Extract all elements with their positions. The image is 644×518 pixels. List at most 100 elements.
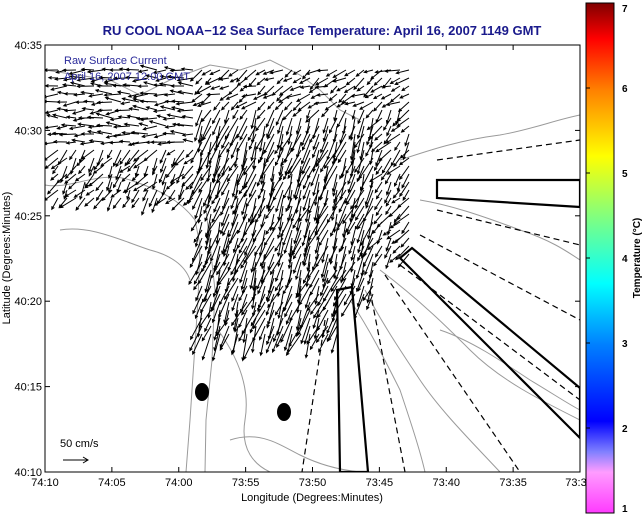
current-vector bbox=[401, 173, 410, 189]
x-tick-label: 74:10 bbox=[31, 477, 59, 489]
current-vector bbox=[347, 173, 356, 194]
current-vector bbox=[402, 189, 410, 201]
current-vector bbox=[280, 317, 293, 344]
current-vector bbox=[80, 90, 95, 95]
current-vector bbox=[128, 107, 140, 111]
current-vector bbox=[329, 237, 338, 265]
current-vector bbox=[385, 133, 401, 144]
current-vector bbox=[310, 165, 320, 187]
current-vector bbox=[74, 173, 86, 182]
current-vector bbox=[198, 173, 212, 193]
current-vector bbox=[285, 197, 293, 213]
current-vector bbox=[298, 77, 311, 84]
current-vector bbox=[174, 157, 185, 166]
current-vector bbox=[374, 133, 383, 141]
current-vector bbox=[63, 108, 77, 113]
current-vector bbox=[295, 261, 302, 281]
current-vector bbox=[355, 205, 365, 221]
current-vector bbox=[273, 317, 284, 343]
station-dot bbox=[277, 403, 291, 421]
current-vector bbox=[245, 189, 257, 208]
current-vector bbox=[282, 77, 293, 82]
y-tick-label: 40:35 bbox=[14, 40, 42, 52]
current-vector bbox=[301, 125, 311, 147]
current-vector bbox=[384, 245, 392, 259]
current-vector bbox=[313, 101, 329, 106]
radial-line bbox=[301, 319, 326, 472]
current-vector bbox=[384, 69, 401, 73]
current-vector bbox=[79, 181, 86, 201]
current-vector bbox=[332, 77, 347, 83]
current-vector bbox=[152, 165, 158, 176]
current-vector bbox=[399, 181, 410, 198]
current-vector bbox=[205, 77, 221, 85]
current-vector bbox=[386, 165, 401, 175]
current-vector bbox=[45, 83, 59, 88]
current-vector bbox=[161, 173, 167, 186]
current-vector bbox=[320, 133, 329, 154]
current-vector bbox=[302, 173, 311, 190]
current-vector bbox=[86, 129, 104, 135]
annotation-raw-current: Raw Surface Current bbox=[64, 55, 167, 67]
current-vector bbox=[139, 99, 158, 104]
current-vector bbox=[155, 77, 167, 82]
current-vector bbox=[302, 181, 311, 200]
current-vector bbox=[65, 115, 77, 120]
x-tick-label: 73:50 bbox=[299, 477, 327, 489]
current-vector bbox=[132, 104, 149, 111]
current-vector bbox=[258, 293, 266, 309]
current-vector bbox=[145, 74, 158, 79]
current-vector bbox=[356, 205, 374, 230]
current-vector bbox=[290, 197, 302, 223]
current-vector bbox=[392, 117, 401, 127]
current-vector bbox=[265, 109, 275, 128]
current-vector bbox=[312, 133, 320, 151]
current-vector bbox=[50, 85, 68, 91]
current-vector bbox=[52, 113, 68, 119]
current-vector bbox=[259, 333, 266, 357]
current-vector bbox=[156, 114, 167, 119]
current-vector bbox=[104, 96, 122, 103]
current-vector bbox=[330, 221, 338, 238]
current-vector bbox=[69, 74, 86, 79]
current-vector bbox=[284, 69, 293, 78]
x-axis-label: Longitude (Degrees:Minutes) bbox=[241, 492, 383, 504]
current-vector bbox=[294, 181, 302, 201]
current-vector bbox=[46, 132, 59, 137]
current-vector bbox=[282, 109, 293, 121]
current-vector bbox=[256, 77, 266, 86]
current-vector bbox=[170, 106, 185, 111]
current-vector bbox=[52, 139, 68, 144]
current-vector bbox=[236, 69, 248, 83]
current-vector bbox=[306, 109, 311, 120]
current-vector bbox=[88, 157, 95, 173]
current-vector bbox=[392, 245, 401, 254]
current-vector bbox=[269, 69, 284, 75]
current-vector bbox=[105, 121, 122, 127]
current-vector bbox=[375, 165, 383, 176]
current-vector bbox=[121, 97, 140, 103]
current-vector bbox=[131, 197, 140, 209]
current-vector bbox=[115, 157, 122, 168]
current-vector bbox=[354, 157, 365, 173]
current-vector bbox=[300, 141, 311, 165]
current-vector bbox=[124, 67, 140, 72]
current-vector bbox=[374, 69, 392, 74]
current-vector bbox=[45, 109, 59, 115]
current-vector bbox=[374, 197, 383, 211]
current-vector bbox=[181, 114, 194, 119]
current-vector bbox=[200, 293, 212, 314]
current-vector bbox=[218, 77, 230, 81]
current-vector bbox=[330, 197, 338, 222]
current-vector bbox=[326, 309, 338, 335]
current-vector bbox=[359, 101, 374, 110]
current-vector bbox=[395, 245, 410, 261]
bay-shore-contour bbox=[59, 228, 191, 281]
current-vector bbox=[274, 301, 284, 316]
current-vector bbox=[96, 100, 113, 105]
current-vector bbox=[365, 141, 374, 157]
current-vector bbox=[332, 181, 338, 197]
current-vector bbox=[241, 293, 257, 316]
current-vector bbox=[332, 69, 347, 78]
current-vector bbox=[195, 109, 203, 127]
